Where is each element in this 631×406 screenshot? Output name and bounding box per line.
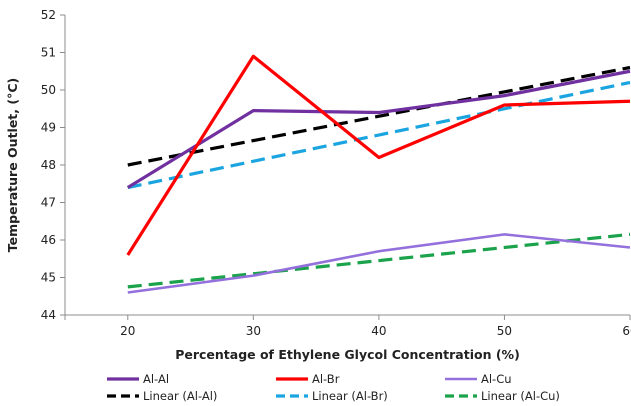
y-tick-label: 44 [41, 308, 56, 322]
legend-label-al-br: Al-Br [312, 372, 340, 386]
legend-label-linear-al-br: Linear (Al-Br) [312, 389, 388, 403]
axes [60, 14, 631, 320]
y-tick-label: 51 [41, 46, 56, 60]
series-linear-al-cu [127, 232, 631, 289]
y-tick-label: 49 [41, 121, 56, 135]
series-linear-al-al [127, 65, 631, 167]
x-tick-label: 20 [120, 324, 135, 338]
y-tick-label: 47 [41, 196, 56, 210]
y-tick-label: 48 [41, 158, 56, 172]
series-al-cu [127, 233, 631, 294]
y-tick-label: 52 [41, 8, 56, 22]
series-al-br [126, 54, 631, 256]
y-tick-label: 45 [41, 271, 56, 285]
legend-label-linear-al-al: Linear (Al-Al) [143, 389, 217, 403]
x-tick-label: 50 [497, 324, 512, 338]
y-tick-label: 50 [41, 83, 56, 97]
x-axis-title: Percentage of Ethylene Glycol Concentrat… [175, 347, 520, 362]
legend-label-al-al: Al-Al [143, 372, 169, 386]
legend-label-al-cu: Al-Cu [481, 372, 512, 386]
y-axis-title: Temperature Outlet, (°C) [5, 78, 20, 252]
x-tick-label: 40 [371, 324, 386, 338]
y-tick-label: 46 [41, 233, 56, 247]
tick-labels: 44 45 46 47 48 49 50 51 52 20 30 40 50 60 [41, 8, 631, 338]
legend: Al-Al Al-Br Al-Cu Linear (Al-Al) Linear (Al-… [107, 372, 560, 403]
x-tick-label: 60 [622, 324, 631, 338]
series-al-al [126, 69, 631, 189]
x-tick-label: 30 [246, 324, 261, 338]
series-lines [126, 54, 631, 294]
series-linear-al-br [127, 80, 631, 190]
legend-label-linear-al-cu: Linear (Al-Cu) [481, 389, 560, 403]
